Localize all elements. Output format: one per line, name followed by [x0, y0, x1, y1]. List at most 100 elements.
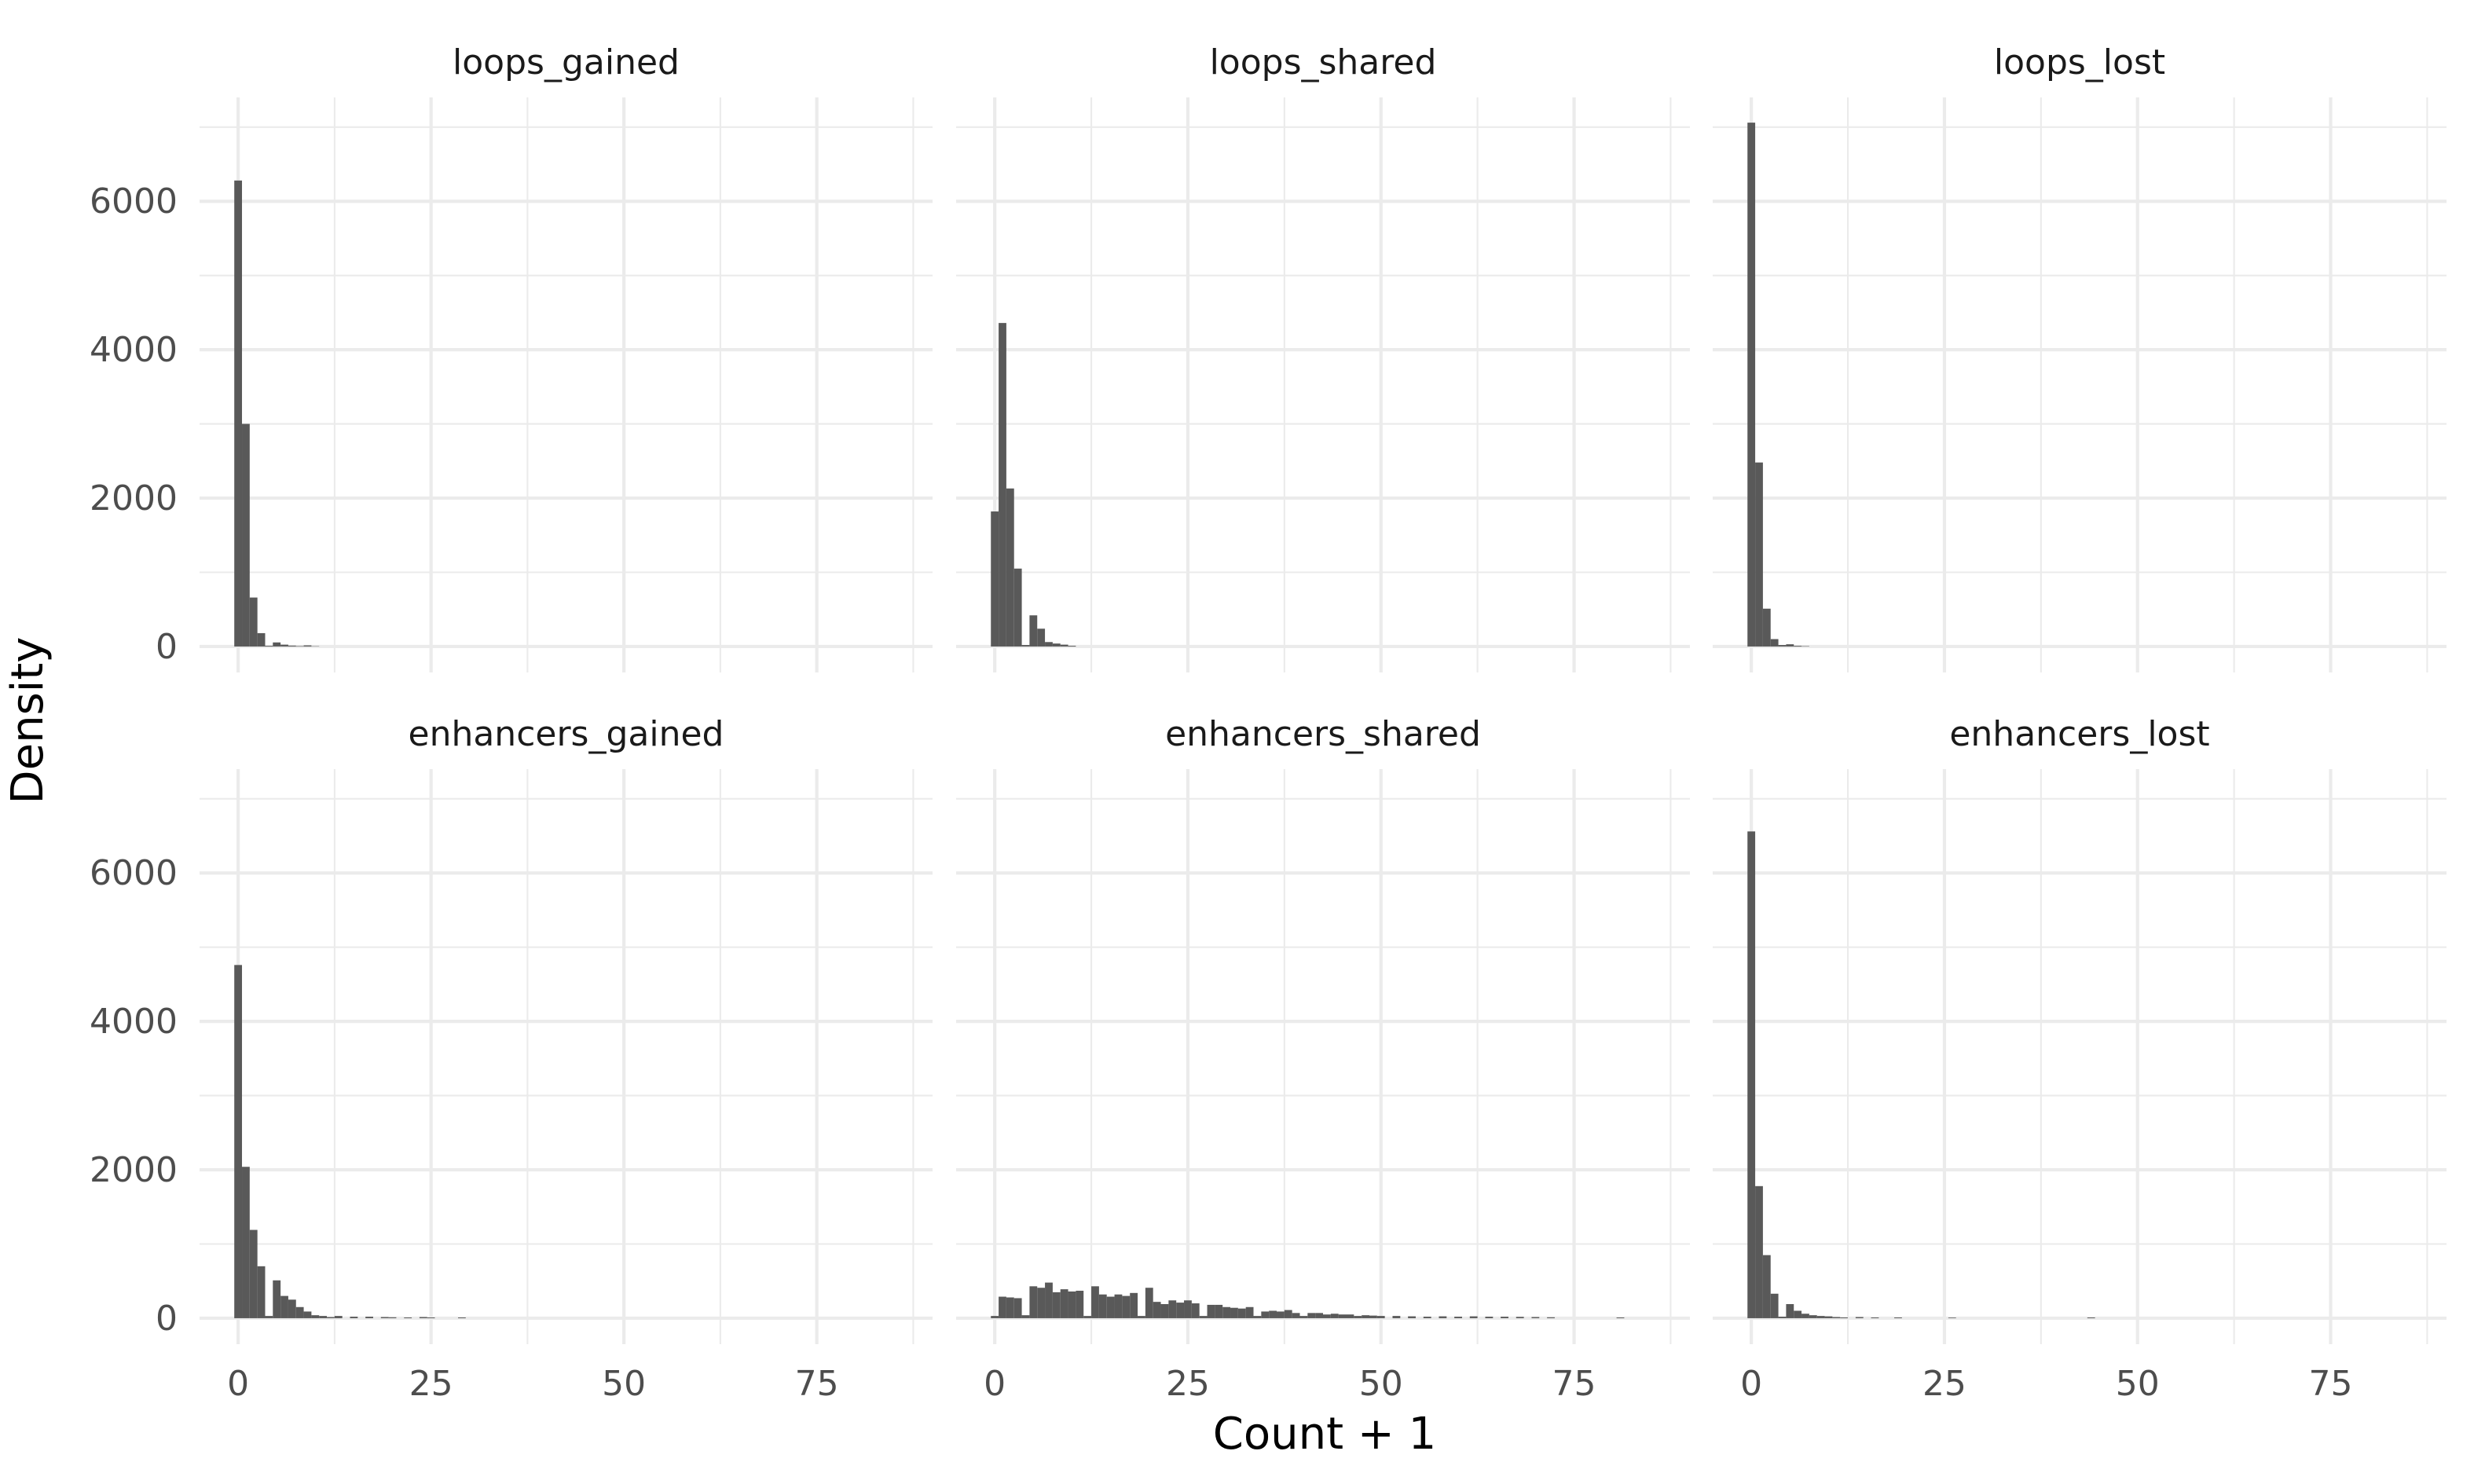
histogram-bar — [1794, 1310, 1802, 1318]
x-tick-label: 25 — [1166, 1364, 1210, 1404]
histogram-bar — [242, 423, 250, 647]
y-tick-label: 0 — [156, 627, 178, 667]
histogram-bar — [295, 646, 304, 647]
histogram-bar — [1060, 1289, 1068, 1318]
histogram-bar — [1362, 1315, 1369, 1318]
histogram-bar — [234, 180, 243, 647]
histogram-bar — [1222, 1306, 1231, 1318]
histogram-bar — [1029, 1286, 1038, 1318]
histogram-bar — [1284, 1310, 1292, 1318]
histogram-bar — [1029, 615, 1038, 647]
histogram-bar — [311, 1315, 320, 1318]
histogram-bar — [1168, 1300, 1177, 1318]
histogram-bar — [1114, 1294, 1123, 1318]
histogram-bar — [1824, 1316, 1833, 1318]
histogram-bar — [1855, 1317, 1864, 1318]
histogram-bar — [1098, 1294, 1107, 1318]
histogram-bar — [1076, 1290, 1084, 1318]
histogram-bar — [234, 965, 243, 1318]
histogram-bar — [1354, 1316, 1362, 1318]
x-tick-label: 75 — [2309, 1364, 2353, 1404]
x-tick-label: 25 — [409, 1364, 453, 1404]
histogram-bar — [1261, 1311, 1270, 1318]
facet-title: enhancers_lost — [1949, 714, 2209, 754]
histogram-bar — [1469, 1316, 1478, 1318]
histogram-bar — [1153, 1302, 1161, 1318]
histogram-bar — [1531, 1317, 1540, 1318]
histogram-bar — [1045, 1282, 1053, 1318]
histogram-bar — [280, 644, 288, 647]
histogram-bar — [303, 645, 312, 647]
histogram-bar — [303, 1311, 312, 1318]
histogram-bar — [249, 1229, 258, 1318]
histogram-bar — [257, 632, 266, 647]
histogram-bar — [380, 1317, 389, 1318]
histogram-bar — [1485, 1317, 1494, 1318]
histogram-bar — [2087, 1317, 2095, 1318]
histogram-bar — [273, 642, 281, 647]
histogram-bar — [1253, 1316, 1262, 1318]
x-tick-label: 75 — [795, 1364, 839, 1404]
facet-title: enhancers_gained — [409, 714, 724, 754]
histogram-bar — [1184, 1300, 1192, 1318]
histogram-bar — [1237, 1308, 1246, 1318]
histogram-bar — [1369, 1315, 1377, 1318]
histogram-bar — [1091, 1286, 1099, 1318]
facet-panel-enhancers_lost: enhancers_lost 0 25 50 75 — [1713, 714, 2447, 1404]
histogram-bar — [1021, 645, 1030, 647]
histogram-bar — [1801, 1314, 1809, 1318]
histogram-bar — [288, 1299, 296, 1318]
histogram-bar — [242, 1167, 250, 1318]
facet-title: loops_gained — [453, 42, 680, 82]
histogram-bar — [334, 1316, 343, 1318]
histogram-bar — [280, 1295, 288, 1318]
histogram-bar — [1948, 1317, 1956, 1318]
histogram-bar — [458, 1317, 466, 1318]
histogram-bar — [265, 1316, 273, 1318]
histogram-bar — [1106, 1296, 1115, 1318]
histogram-bar — [1269, 1310, 1277, 1318]
x-tick-label: 50 — [2116, 1364, 2160, 1404]
histogram-bar — [1439, 1316, 1447, 1318]
histogram-bar — [1215, 1304, 1223, 1318]
histogram-bar — [249, 597, 258, 647]
histogram-bar — [1323, 1314, 1331, 1318]
histogram-bar — [273, 1280, 281, 1318]
histogram-bar — [1013, 1298, 1022, 1318]
histogram-bar — [1755, 462, 1763, 647]
facet-panel-enhancers_gained: enhancers_gained 0 2000 4000 6000 0 25 50 75 — [90, 714, 933, 1404]
histogram-bar — [1045, 642, 1053, 647]
histogram-bar — [1083, 1316, 1092, 1318]
histogram-bar — [1315, 1313, 1323, 1318]
histogram-bar — [1832, 1317, 1841, 1318]
histogram-bar — [1840, 1317, 1849, 1318]
histogram-bar — [1809, 1315, 1817, 1318]
histogram-bar — [1199, 1316, 1208, 1318]
x-tick-label: 75 — [1552, 1364, 1596, 1404]
histogram-bar — [1346, 1314, 1354, 1318]
histogram-bar — [1871, 1317, 1879, 1318]
histogram-bar — [1747, 831, 1756, 1318]
y-tick-label: 2000 — [90, 1150, 178, 1190]
histogram-bar — [1052, 643, 1061, 647]
histogram-bar — [991, 511, 999, 647]
histogram-bar — [1277, 1311, 1285, 1318]
histogram-bar — [1068, 645, 1076, 647]
histogram-bar — [419, 1317, 427, 1318]
histogram-bar — [1794, 645, 1802, 647]
histogram-bar — [1894, 1317, 1902, 1318]
histogram-bar — [1770, 1293, 1779, 1318]
histogram-bar — [1786, 1303, 1794, 1318]
histogram-bar — [427, 1317, 435, 1318]
y-tick-label: 0 — [156, 1299, 178, 1339]
histogram-bar — [1145, 1288, 1153, 1318]
histogram-bar — [1762, 608, 1771, 647]
histogram-bar — [1122, 1295, 1131, 1318]
y-tick-label: 4000 — [90, 330, 178, 370]
x-tick-label: 50 — [602, 1364, 646, 1404]
histogram-bar — [1501, 1317, 1508, 1318]
panels-layer: loops_gained 0 2000 4000 6000 loops_shared loo… — [90, 42, 2447, 1404]
histogram-bar — [1816, 1316, 1825, 1318]
facet-panel-loops_lost: loops_lost — [1713, 42, 2447, 672]
